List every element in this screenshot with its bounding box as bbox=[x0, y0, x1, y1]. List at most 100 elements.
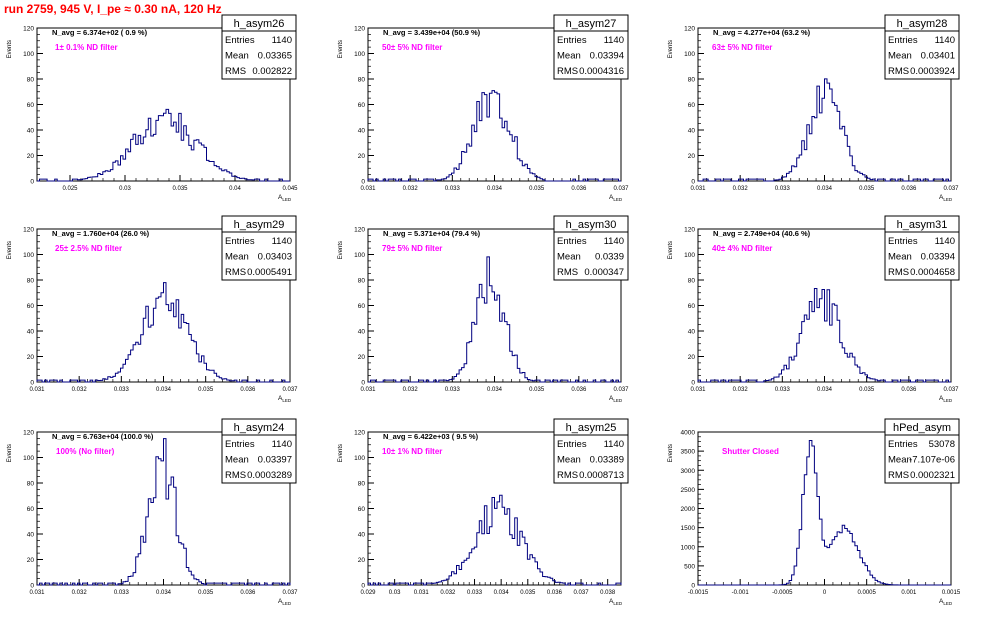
histogram-line bbox=[697, 288, 951, 383]
x-tick-label: 0.029 bbox=[360, 590, 376, 596]
stats-value: -7.107e-06 bbox=[909, 455, 955, 466]
x-tick-label: 0.034 bbox=[156, 590, 172, 596]
y-tick-label: 60 bbox=[358, 102, 366, 109]
stats-box-title: hPed_asym bbox=[893, 422, 951, 434]
y-tick-label: 1000 bbox=[681, 544, 696, 551]
navg-label: N_avg = 4.277e+04 (63.2 %) bbox=[713, 28, 811, 37]
histogram-line bbox=[37, 438, 291, 586]
x-tick-label: 0.037 bbox=[574, 590, 590, 596]
y-tick-label: 120 bbox=[354, 430, 365, 437]
stats-box-title: h_asym28 bbox=[897, 18, 948, 30]
x-tick-label: 0.034 bbox=[487, 186, 503, 192]
stats-value: 0.03397 bbox=[258, 455, 292, 466]
navg-label: N_avg = 5.371e+04 (79.4 %) bbox=[383, 229, 481, 238]
y-tick-label: 40 bbox=[688, 128, 696, 135]
stats-value: 0.03401 bbox=[921, 51, 955, 62]
y-tick-label: 40 bbox=[27, 532, 35, 539]
stats-box-frame bbox=[553, 418, 629, 484]
y-tick-label: 120 bbox=[684, 227, 695, 234]
y-tick-label: 20 bbox=[358, 354, 366, 361]
x-axis-label: ALED bbox=[609, 598, 623, 606]
histogram-line bbox=[36, 282, 290, 383]
x-tick-label: 0.032 bbox=[440, 590, 456, 596]
x-tick-label: 0.033 bbox=[775, 186, 791, 192]
navg-label: N_avg = 6.422e+03 ( 9.5 %) bbox=[383, 432, 479, 441]
stats-value: 1140 bbox=[604, 236, 624, 247]
stats-value: 0.03365 bbox=[258, 51, 292, 62]
y-tick-label: 100 bbox=[684, 51, 695, 58]
y-tick-label: 60 bbox=[27, 102, 35, 109]
navg-label: N_avg = 1.760e+04 (26.0 %) bbox=[52, 229, 150, 238]
stats-value: 0.03403 bbox=[258, 252, 292, 263]
histogram-panel-h_asym28: 0 20 40 60 80 100 120 0.031 0.032 0.033 0.034 0.035… bbox=[668, 14, 960, 202]
y-tick-label: 120 bbox=[23, 430, 34, 437]
stats-box-title: h_asym30 bbox=[566, 219, 617, 231]
stats-box-title: h_asym24 bbox=[234, 422, 285, 434]
stats-value: 0.03394 bbox=[590, 51, 624, 62]
histogram-panel-h_asym24: 0 20 40 60 80 100 120 0.031 0.032 0.033 0.034 0.035… bbox=[7, 418, 298, 606]
histogram-line bbox=[367, 90, 621, 182]
y-tick-label: 40 bbox=[27, 128, 35, 135]
x-tick-label: 0.031 bbox=[360, 387, 376, 393]
stats-label: Mean bbox=[888, 455, 912, 466]
filter-label: 100% (No filter) bbox=[56, 447, 115, 456]
stats-box-frame bbox=[221, 14, 297, 80]
stats-box: h_asym25 Entries 1140 Mean 0.03389 RMS 0.00087… bbox=[553, 418, 629, 484]
y-tick-label: 80 bbox=[358, 481, 366, 488]
x-tick-label: 0.031 bbox=[690, 186, 706, 192]
y-tick-label: 60 bbox=[358, 506, 366, 513]
y-tick-label: 120 bbox=[354, 26, 365, 33]
histogram-panel-h_asym26: 0 20 40 60 80 100 120 0.025 0.03 0.035 0.04 0.045 Ev… bbox=[7, 14, 298, 202]
x-tick-label: 0.031 bbox=[360, 186, 376, 192]
x-tick-label: 0.045 bbox=[282, 186, 298, 192]
stats-label: Entries bbox=[557, 439, 587, 450]
stats-value: 53078 bbox=[929, 439, 955, 450]
y-tick-label: 100 bbox=[23, 51, 34, 58]
y-tick-label: 0 bbox=[30, 583, 34, 590]
histogram-panel-h_asym27: 0 20 40 60 80 100 120 0.031 0.032 0.033 0.034 0.035… bbox=[338, 14, 629, 202]
y-tick-label: 0 bbox=[691, 583, 695, 590]
y-tick-label: 40 bbox=[358, 329, 366, 336]
stats-value: 1140 bbox=[935, 236, 955, 247]
y-axis-label: Events bbox=[7, 444, 13, 462]
stats-value: 1140 bbox=[272, 35, 292, 46]
y-axis-label: Events bbox=[668, 444, 674, 462]
y-tick-label: 0 bbox=[30, 380, 34, 387]
x-tick-label: 0.036 bbox=[901, 387, 917, 393]
stats-value: 0.0003924 bbox=[910, 66, 955, 77]
y-tick-label: 0 bbox=[361, 380, 365, 387]
y-tick-label: 120 bbox=[354, 227, 365, 234]
y-axis-label: Events bbox=[338, 40, 344, 58]
x-tick-label: 0.033 bbox=[445, 186, 461, 192]
histogram-line bbox=[698, 78, 951, 182]
stats-box-frame bbox=[221, 215, 297, 281]
stats-label: RMS bbox=[557, 66, 578, 77]
navg-label: N_avg = 6.374e+02 ( 0.9 %) bbox=[52, 28, 148, 37]
histogram-panel-h_asym29: 0 20 40 60 80 100 120 0.031 0.032 0.033 0.034 0.035… bbox=[7, 215, 298, 403]
histogram-panel-h_asym25: 0 20 40 60 80 100 120 0.029 0.03 0.031 0.032 0.033 0… bbox=[338, 418, 629, 606]
stats-label: RMS bbox=[888, 267, 909, 278]
stats-label: Mean bbox=[225, 252, 249, 263]
y-tick-label: 2500 bbox=[681, 487, 696, 494]
stats-box-title: h_asym25 bbox=[566, 422, 617, 434]
y-axis-label: Events bbox=[7, 241, 13, 259]
y-tick-label: 40 bbox=[688, 329, 696, 336]
stats-value: 1140 bbox=[604, 35, 624, 46]
stats-label: RMS bbox=[225, 66, 246, 77]
x-tick-label: -0.001 bbox=[732, 590, 750, 596]
stats-label: RMS bbox=[225, 267, 246, 278]
filter-label: Shutter Closed bbox=[722, 447, 779, 456]
x-tick-label: 0.038 bbox=[600, 590, 616, 596]
x-tick-label: 0.036 bbox=[571, 186, 587, 192]
x-axis-label: ALED bbox=[278, 395, 292, 403]
stats-label: Entries bbox=[888, 35, 918, 46]
stats-label: Mean bbox=[557, 51, 581, 62]
stats-value: 0.0002321 bbox=[910, 470, 955, 481]
stats-box-frame bbox=[553, 215, 629, 281]
y-tick-label: 20 bbox=[27, 153, 35, 160]
y-axis-label: Events bbox=[338, 444, 344, 462]
y-tick-label: 60 bbox=[688, 102, 696, 109]
stats-label: Mean bbox=[225, 455, 249, 466]
y-tick-label: 100 bbox=[354, 51, 365, 58]
